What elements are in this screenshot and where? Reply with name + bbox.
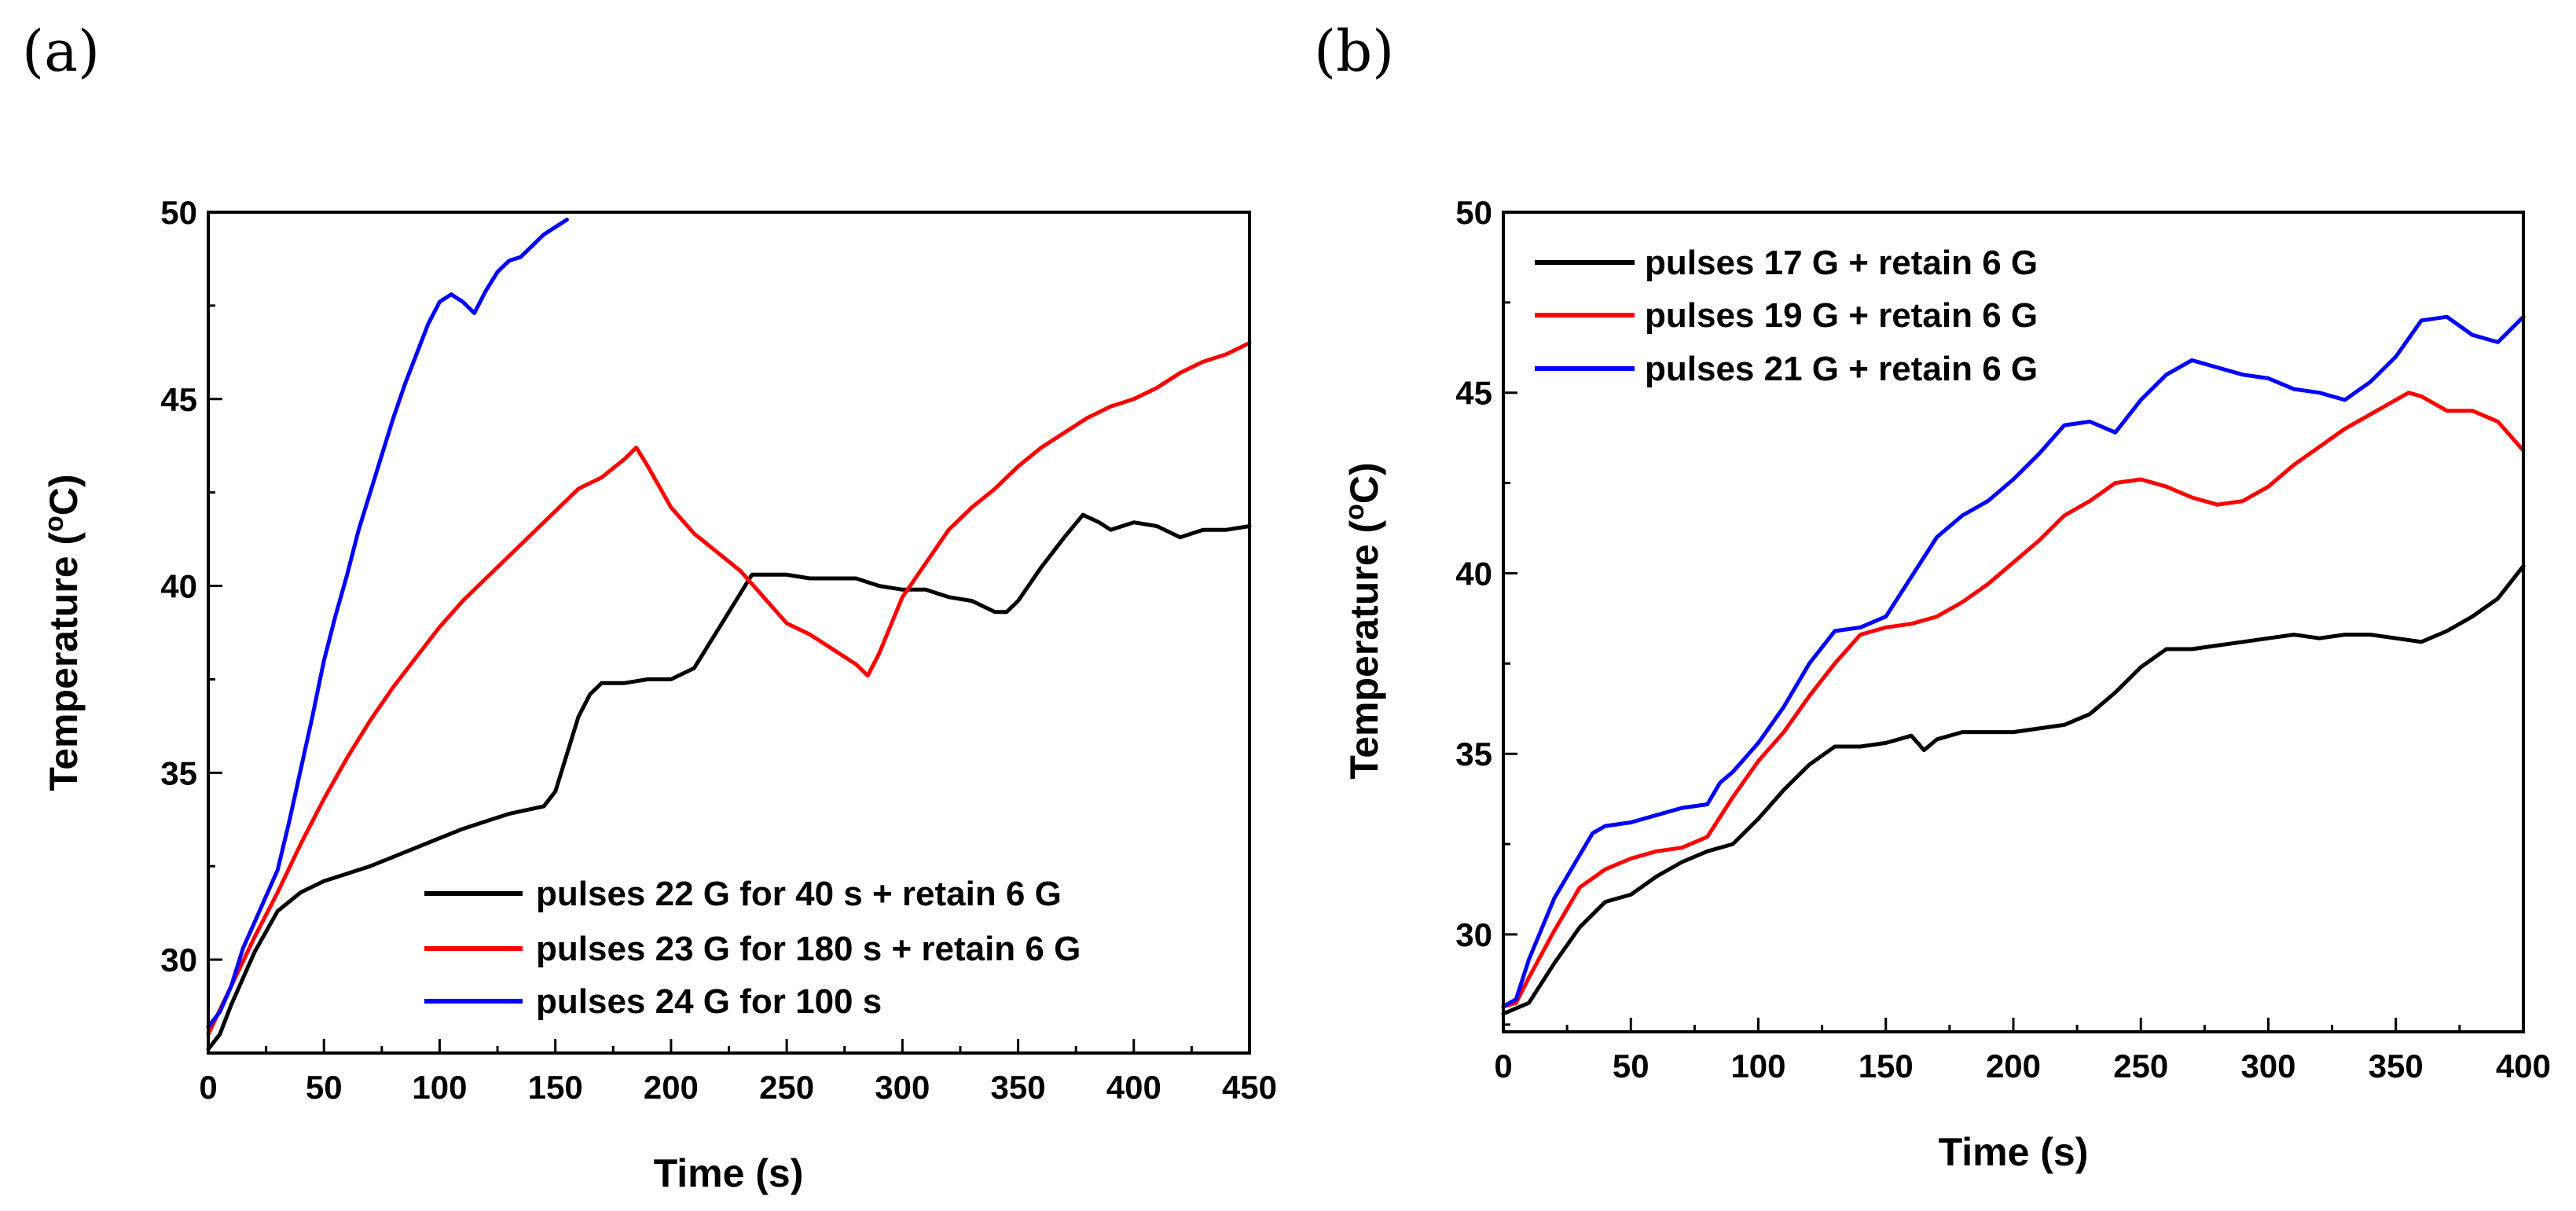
plot-frame-a — [207, 211, 1251, 1055]
chart-panel-a: (a) 0 50 100 150 200 250 300 350 400 450 30 35 40 45… — [22, 18, 1277, 1195]
series-line-2 — [206, 340, 1252, 1037]
legend-item: pulses 17 G + retain 6 G — [1535, 244, 2038, 282]
y-tick-label: 30 — [160, 941, 197, 978]
x-tick-label: 50 — [306, 1069, 343, 1106]
x-tick-label: 250 — [759, 1069, 814, 1106]
y-axis-a: 30 35 40 45 50 — [160, 194, 222, 978]
x-tick-label: 0 — [199, 1069, 217, 1106]
legend-item: pulses 23 G for 180 s + retain 6 G — [424, 930, 1081, 968]
x-axis-a: 0 50 100 150 200 250 300 350 400 450 — [199, 1039, 1277, 1106]
y-tick-label: 40 — [160, 568, 197, 605]
series-line-3 — [1501, 314, 2526, 1009]
series-line-3 — [206, 218, 569, 1029]
y-tick-label: 50 — [160, 194, 197, 231]
x-tick-label: 450 — [1222, 1069, 1277, 1106]
x-tick-label: 300 — [875, 1069, 930, 1106]
x-tick-label: 400 — [2496, 1048, 2551, 1084]
x-tick-label: 200 — [1986, 1048, 2041, 1084]
y-axis-b: 30 35 40 45 50 — [1455, 194, 1517, 1026]
x-axis-b: 0 50 100 150 200 250 300 350 400 — [1494, 1018, 2551, 1084]
y-tick-label: 45 — [160, 381, 197, 418]
y-axis-title-a: Temperature (oC) — [39, 474, 86, 791]
series-line-1 — [206, 512, 1252, 1051]
series-line-1 — [1501, 563, 2526, 1016]
panel-label-b: (b) — [1314, 18, 1394, 84]
y-tick-label: 35 — [1455, 736, 1492, 772]
plot-frame-b — [1502, 211, 2525, 1033]
y-tick-label: 45 — [1455, 375, 1492, 412]
legend-label: pulses 24 G for 100 s — [536, 982, 882, 1021]
legend-a: pulses 22 G for 40 s + retain 6 G pulses… — [424, 875, 1081, 1021]
series-group-b — [1501, 314, 2526, 1016]
y-tick-label: 35 — [160, 754, 197, 791]
x-tick-label: 350 — [991, 1069, 1046, 1106]
legend-label: pulses 21 G + retain 6 G — [1645, 350, 2038, 388]
x-tick-label: 100 — [412, 1069, 467, 1106]
series-group-a — [206, 218, 1252, 1051]
y-tick-label: 30 — [1455, 916, 1492, 953]
x-tick-label: 200 — [644, 1069, 699, 1106]
legend-item: pulses 22 G for 40 s + retain 6 G — [424, 875, 1062, 913]
series-line-2 — [1501, 391, 2526, 1009]
x-axis-title-a: Time (s) — [654, 1151, 804, 1195]
y-tick-label: 40 — [1455, 555, 1492, 592]
legend-label: pulses 19 G + retain 6 G — [1645, 296, 2038, 335]
legend-b: pulses 17 G + retain 6 G pulses 19 G + r… — [1535, 244, 2038, 388]
x-tick-label: 150 — [1859, 1048, 1914, 1084]
legend-item: pulses 24 G for 100 s — [424, 982, 882, 1021]
y-tick-label: 50 — [1455, 194, 1492, 231]
legend-item: pulses 19 G + retain 6 G — [1535, 296, 2038, 335]
x-tick-label: 350 — [2369, 1048, 2424, 1084]
legend-item: pulses 21 G + retain 6 G — [1535, 350, 2038, 388]
legend-label: pulses 22 G for 40 s + retain 6 G — [536, 875, 1062, 913]
x-tick-label: 150 — [528, 1069, 583, 1106]
chart-panel-b: (b) 0 50 100 150 200 250 300 350 400 3035404550 … — [1314, 18, 2551, 1174]
panel-label-a: (a) — [22, 18, 100, 84]
y-axis-title-b: Temperature (oC) — [1340, 462, 1386, 779]
x-tick-label: 0 — [1494, 1048, 1512, 1084]
x-tick-label: 400 — [1106, 1069, 1161, 1106]
x-tick-label: 250 — [2113, 1048, 2168, 1084]
legend-label: pulses 17 G + retain 6 G — [1645, 244, 2038, 282]
x-tick-label: 100 — [1730, 1048, 1785, 1084]
x-tick-label: 300 — [2240, 1048, 2295, 1084]
x-axis-title-b: Time (s) — [1939, 1130, 2089, 1174]
x-tick-label: 50 — [1613, 1048, 1649, 1084]
legend-label: pulses 23 G for 180 s + retain 6 G — [536, 930, 1081, 968]
